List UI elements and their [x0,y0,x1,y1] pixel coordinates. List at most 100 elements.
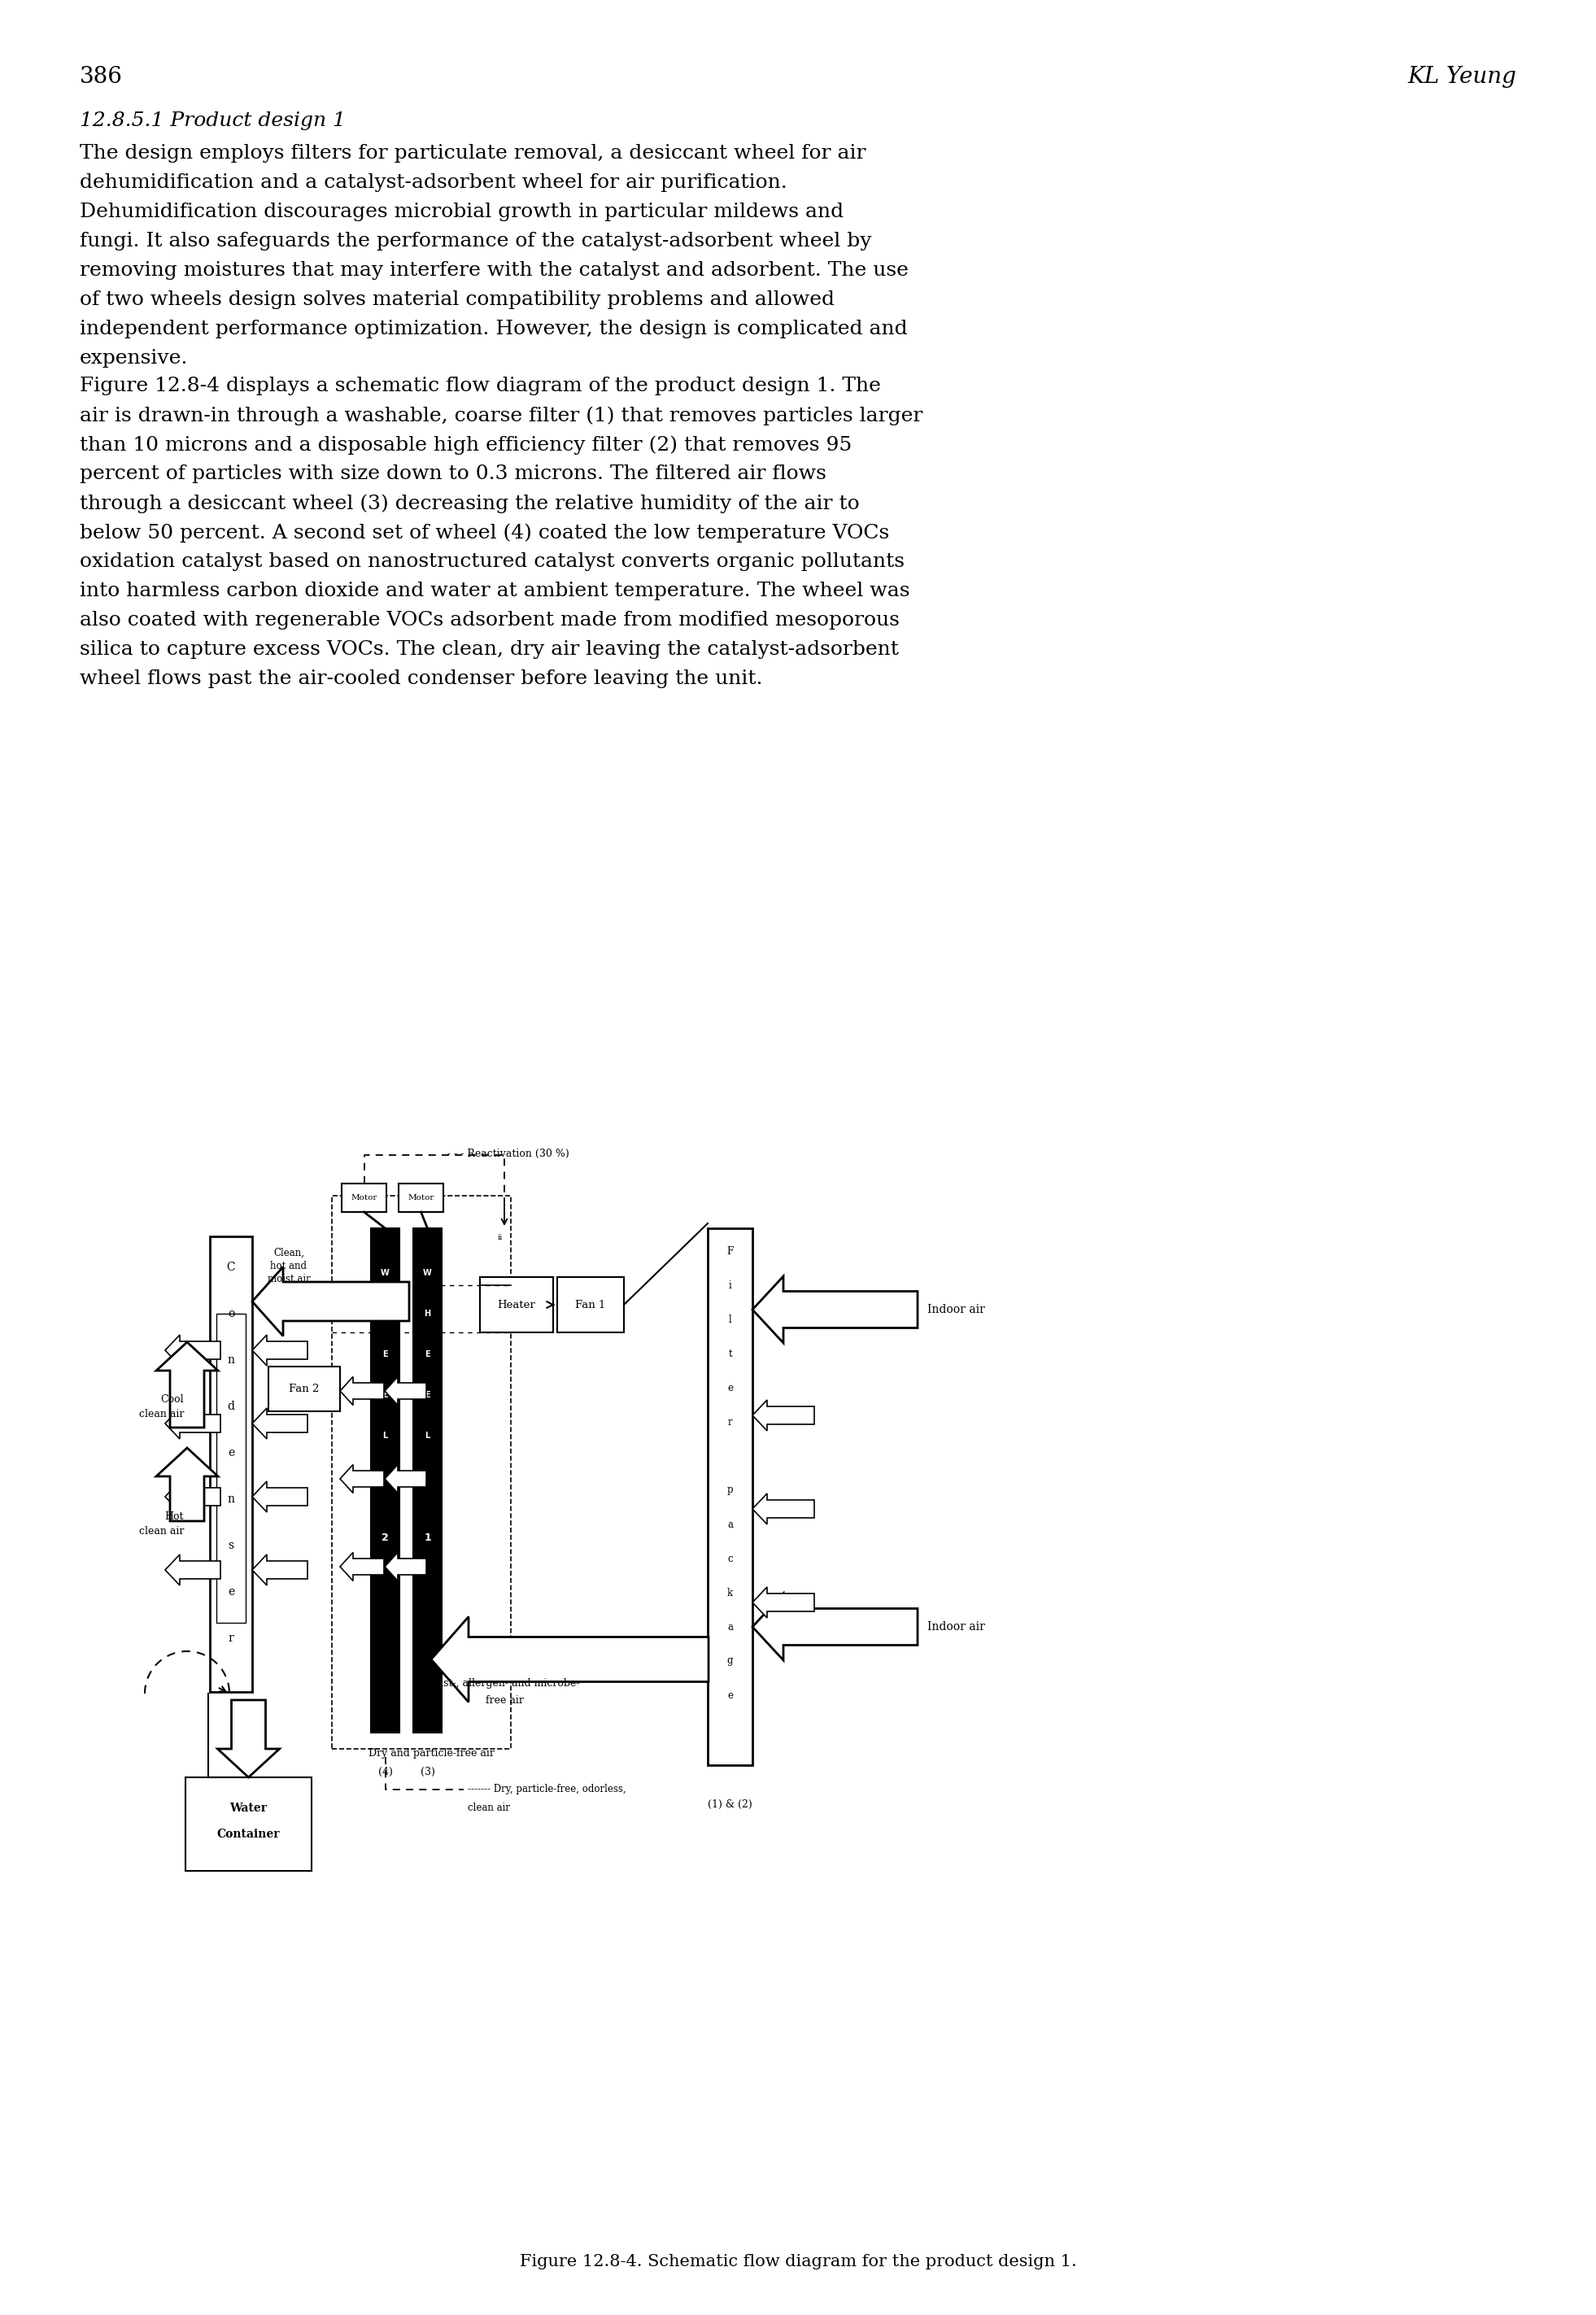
Text: expensive.: expensive. [80,350,188,368]
Text: also coated with regenerable VOCs adsorbent made from modified mesoporous: also coated with regenerable VOCs adsorb… [80,611,900,630]
Text: l: l [728,1315,731,1324]
Bar [413,1229,442,1732]
Text: k: k [728,1588,733,1597]
Text: The design employs filters for particulate removal, a desiccant wheel for air: The design employs filters for particula… [80,144,867,162]
Text: e: e [228,1586,235,1597]
Text: 1: 1 [425,1533,431,1542]
Text: a: a [728,1620,733,1632]
Polygon shape [156,1343,219,1428]
Text: Fan 2: Fan 2 [289,1384,319,1394]
Text: g: g [728,1655,733,1667]
Text: H: H [425,1310,431,1317]
Polygon shape [164,1336,220,1366]
Text: Clean,: Clean, [273,1248,305,1257]
Text: e: e [728,1690,733,1702]
Text: E: E [425,1391,431,1398]
Text: Water: Water [230,1803,267,1815]
Text: F: F [726,1245,734,1257]
Text: E: E [383,1350,388,1359]
Text: Dust-, allergen- and microbe-: Dust-, allergen- and microbe- [429,1678,579,1690]
Bar [342,1183,386,1213]
Polygon shape [385,1553,426,1581]
Text: ii: ii [498,1234,503,1241]
Bar [268,1366,340,1412]
Text: moist air: moist air [267,1273,310,1285]
Text: ------- Dry, particle-free, odorless,: ------- Dry, particle-free, odorless, [468,1785,626,1794]
Text: (4): (4) [378,1766,393,1778]
Text: Motor: Motor [409,1195,434,1201]
Polygon shape [164,1553,220,1586]
Text: r: r [228,1632,233,1644]
Text: oxidation catalyst based on nanostructured catalyst converts organic pollutants: oxidation catalyst based on nanostructur… [80,553,905,572]
Polygon shape [252,1482,308,1512]
Text: p: p [726,1484,733,1495]
Bar [209,1236,252,1692]
Text: (1) & (2): (1) & (2) [707,1799,752,1810]
Text: independent performance optimization. However, the design is complicated and: independent performance optimization. Ho… [80,319,908,338]
Polygon shape [340,1465,385,1493]
Bar [480,1278,554,1333]
Text: KL Yeung: KL Yeung [1408,67,1516,88]
Text: 12.8.5.1 Product design 1: 12.8.5.1 Product design 1 [80,111,346,130]
Text: through a desiccant wheel (3) decreasing the relative humidity of the air to: through a desiccant wheel (3) decreasing… [80,493,860,514]
Text: t: t [728,1347,733,1359]
Text: e: e [728,1382,733,1394]
Text: clean air: clean air [139,1408,184,1419]
Text: Heater: Heater [498,1299,536,1310]
Text: W: W [423,1269,433,1278]
Bar [217,1313,246,1623]
Text: a: a [728,1519,733,1530]
Bar [399,1183,444,1213]
Text: 386: 386 [80,67,123,88]
Polygon shape [752,1401,814,1431]
Polygon shape [752,1276,918,1343]
Text: Motor: Motor [351,1195,377,1201]
Text: o: o [228,1308,235,1320]
Text: Fan 1: Fan 1 [576,1299,606,1310]
Polygon shape [385,1377,426,1405]
Text: of two wheels design solves material compatibility problems and allowed: of two wheels design solves material com… [80,289,835,308]
Text: n: n [227,1493,235,1505]
Text: percent of particles with size down to 0.3 microns. The filtered air flows: percent of particles with size down to 0… [80,465,827,484]
Text: silica to capture excess VOCs. The clean, dry air leaving the catalyst-adsorbent: silica to capture excess VOCs. The clean… [80,641,899,660]
Polygon shape [164,1482,220,1512]
Text: fungi. It also safeguards the performance of the catalyst-adsorbent wheel by: fungi. It also safeguards the performanc… [80,232,871,250]
Text: e: e [228,1447,235,1458]
Text: W: W [381,1269,389,1278]
Text: Dehumidification discourages microbial growth in particular mildews and: Dehumidification discourages microbial g… [80,201,844,220]
Text: free air: free air [485,1695,523,1706]
Text: - - - Reactivation (30 %): - - - Reactivation (30 %) [447,1148,570,1160]
Text: Dry and particle-free air: Dry and particle-free air [369,1748,495,1757]
Text: than 10 microns and a disposable high efficiency filter (2) that removes 95: than 10 microns and a disposable high ef… [80,435,852,454]
Bar [557,1278,624,1333]
Text: clean air: clean air [139,1526,184,1537]
Polygon shape [752,1493,814,1523]
Polygon shape [164,1408,220,1440]
Text: (3): (3) [420,1766,434,1778]
Text: H: H [381,1310,388,1317]
Bar [370,1229,399,1732]
Bar [707,1229,752,1764]
Polygon shape [752,1588,814,1618]
Text: removing moistures that may interfere with the catalyst and adsorbent. The use: removing moistures that may interfere wi… [80,262,908,280]
Polygon shape [156,1447,219,1521]
Text: 2: 2 [381,1533,389,1542]
Polygon shape [252,1408,308,1440]
Polygon shape [340,1377,385,1405]
Text: Hot: Hot [164,1512,184,1523]
Text: L: L [383,1431,388,1440]
Bar [332,1197,511,1748]
Text: Indoor air: Indoor air [927,1303,985,1315]
Text: C: C [227,1262,235,1273]
Text: below 50 percent. A second set of wheel (4) coated the low temperature VOCs: below 50 percent. A second set of wheel … [80,523,889,542]
Polygon shape [340,1553,385,1581]
Polygon shape [431,1616,709,1702]
Polygon shape [752,1593,918,1660]
Polygon shape [217,1699,279,1778]
Text: Figure 12.8-4. Schematic flow diagram for the product design 1.: Figure 12.8-4. Schematic flow diagram fo… [519,2252,1077,2269]
Text: L: L [425,1431,429,1440]
Text: wheel flows past the air-cooled condenser before leaving the unit.: wheel flows past the air-cooled condense… [80,669,763,688]
Text: Figure 12.8-4 displays a schematic flow diagram of the product design 1. The: Figure 12.8-4 displays a schematic flow … [80,377,881,396]
Polygon shape [252,1553,308,1586]
Text: Cool: Cool [161,1394,184,1405]
